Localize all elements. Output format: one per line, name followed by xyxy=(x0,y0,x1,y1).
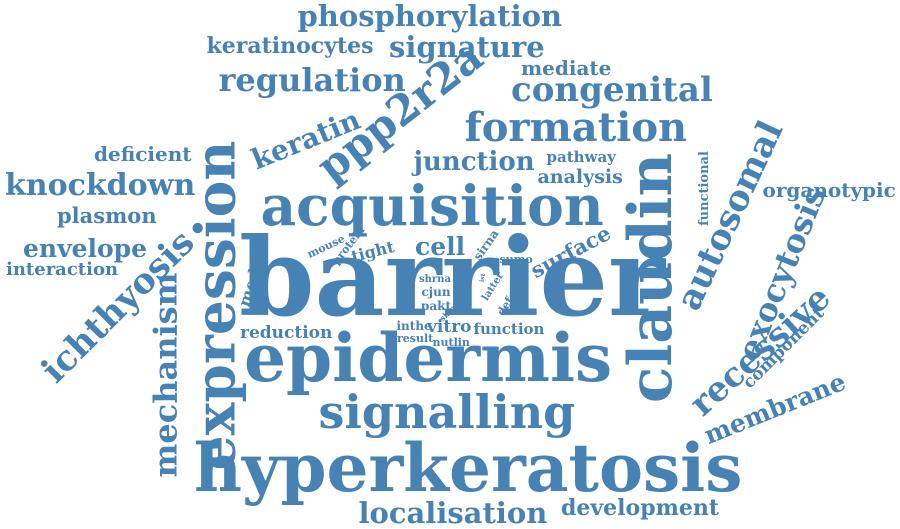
word-function: function xyxy=(473,319,545,338)
word-expression: expression xyxy=(182,140,248,470)
word-congenital: congenital xyxy=(511,70,713,110)
word-functional: functional xyxy=(696,150,712,226)
word-regulation: regulation xyxy=(218,61,406,99)
word-claudin: claudin xyxy=(616,152,687,404)
word-development: development xyxy=(561,495,720,521)
word-signalling: signalling xyxy=(318,385,576,439)
word-envelope: envelope xyxy=(23,233,148,263)
word-reduction: reduction xyxy=(240,322,333,343)
word-hyperkeratosis: hyperkeratosis xyxy=(194,429,743,507)
word-mediate: mediate xyxy=(521,56,612,80)
word-inthe: inthe xyxy=(396,319,432,333)
word-deficient: deficient xyxy=(94,142,192,166)
word-localisation: localisation xyxy=(358,495,548,529)
word-signature: signature xyxy=(389,29,545,64)
word-mechanism: mechanism xyxy=(146,272,184,478)
word-acquisition: acquisition xyxy=(260,172,604,238)
word-cell: cell xyxy=(415,231,466,261)
word-pakt: pakt xyxy=(421,299,452,313)
word-interaction: interaction xyxy=(6,259,119,280)
word-pathway: pathway xyxy=(546,147,616,166)
word-plasmon: plasmon xyxy=(57,202,157,228)
word-shrna: shrna xyxy=(419,274,451,285)
word-phosphorylation: phosphorylation xyxy=(297,0,563,33)
word-epidermis: epidermis xyxy=(244,319,613,397)
word-nutlin: nutlin xyxy=(432,335,470,349)
word-barrier: barrier xyxy=(239,215,665,341)
word-formation: formation xyxy=(464,104,688,151)
word-organotypic: organotypic xyxy=(762,178,896,202)
word-vitro: vitro xyxy=(427,316,472,337)
word-keratinocytes: keratinocytes xyxy=(206,33,374,59)
word-sumo: sumo xyxy=(499,252,533,266)
word-knockdown: knockdown xyxy=(5,168,196,203)
word-result: result xyxy=(397,331,434,345)
word-analysis: analysis xyxy=(537,165,623,188)
word-junction: junction xyxy=(413,147,535,177)
word-cjun: cjun xyxy=(421,285,451,299)
